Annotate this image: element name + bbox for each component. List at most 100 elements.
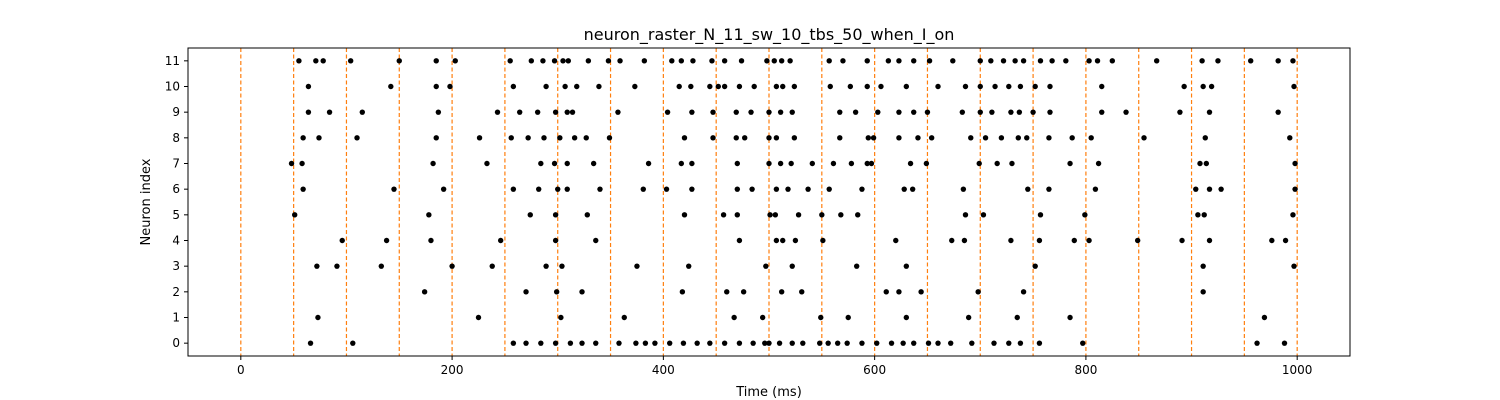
spike-point bbox=[1290, 212, 1296, 218]
spike-point bbox=[767, 212, 773, 218]
spike-point bbox=[762, 340, 768, 346]
spike-point bbox=[606, 135, 613, 141]
y-tick-label: 8 bbox=[172, 131, 180, 145]
spike-point bbox=[791, 135, 798, 141]
spike-point bbox=[1032, 83, 1038, 90]
spike-point bbox=[773, 186, 780, 192]
spike-point bbox=[1006, 83, 1012, 90]
spike-point bbox=[564, 186, 570, 192]
spike-point bbox=[1099, 109, 1105, 115]
spike-point bbox=[1254, 340, 1260, 346]
spike-point bbox=[830, 160, 837, 167]
spike-point bbox=[1095, 160, 1102, 167]
spike-point bbox=[1020, 58, 1027, 64]
spike-point bbox=[1080, 340, 1086, 346]
spike-point bbox=[864, 160, 870, 167]
spike-point bbox=[634, 263, 640, 269]
spike-point bbox=[1047, 109, 1053, 115]
spike-point bbox=[1193, 186, 1199, 192]
spike-point bbox=[1199, 58, 1205, 64]
spike-point bbox=[1094, 58, 1101, 64]
spike-point bbox=[288, 160, 295, 167]
spike-point bbox=[433, 135, 439, 141]
spike-point bbox=[536, 186, 542, 192]
spike-point bbox=[766, 109, 772, 115]
spike-point bbox=[1006, 340, 1012, 346]
spike-point bbox=[968, 135, 974, 141]
spike-point bbox=[791, 83, 798, 90]
x-tick-label: 600 bbox=[863, 363, 886, 377]
spike-point bbox=[773, 83, 780, 90]
spike-point bbox=[736, 340, 743, 346]
spike-point bbox=[562, 83, 568, 90]
spike-point bbox=[510, 186, 517, 192]
spike-point bbox=[508, 135, 514, 141]
spike-point bbox=[391, 186, 397, 192]
spike-point bbox=[742, 135, 748, 141]
spike-point bbox=[449, 263, 455, 269]
spike-point bbox=[359, 109, 365, 115]
y-tick-label: 9 bbox=[172, 105, 180, 119]
spike-point bbox=[911, 340, 917, 346]
spike-point bbox=[1015, 135, 1022, 141]
spike-point bbox=[1281, 340, 1288, 346]
spike-point bbox=[817, 340, 823, 346]
spike-point bbox=[534, 109, 541, 115]
y-tick-label: 5 bbox=[172, 208, 180, 222]
spike-point bbox=[878, 83, 884, 90]
spike-point bbox=[864, 83, 870, 90]
spike-point bbox=[433, 83, 439, 90]
spike-point bbox=[299, 160, 305, 167]
spike-point bbox=[383, 237, 390, 244]
spike-point bbox=[494, 109, 501, 115]
plot-frame bbox=[187, 47, 1351, 357]
spike-point bbox=[676, 83, 682, 90]
spike-point bbox=[633, 340, 639, 346]
spike-point bbox=[736, 83, 743, 90]
spike-point bbox=[690, 58, 696, 64]
spike-point bbox=[734, 160, 741, 167]
spike-point bbox=[977, 58, 983, 64]
spike-point bbox=[1067, 314, 1073, 321]
spike-point bbox=[320, 58, 326, 64]
spike-point bbox=[982, 135, 989, 141]
spike-point bbox=[924, 109, 931, 115]
spike-point bbox=[848, 160, 855, 167]
spike-points bbox=[288, 58, 1298, 346]
spike-point bbox=[680, 340, 687, 346]
spike-point bbox=[994, 160, 1000, 167]
spike-point bbox=[605, 58, 612, 64]
spike-point bbox=[853, 263, 860, 269]
spike-point bbox=[750, 340, 756, 346]
spike-point bbox=[1092, 186, 1099, 192]
spike-point bbox=[1012, 58, 1018, 64]
spike-point bbox=[1153, 58, 1160, 64]
spike-point bbox=[1134, 237, 1141, 244]
x-tick-label: 400 bbox=[652, 363, 675, 377]
spike-point bbox=[350, 340, 356, 346]
spike-point bbox=[307, 340, 314, 346]
spike-point bbox=[909, 186, 916, 192]
spike-point bbox=[1009, 160, 1015, 167]
spike-point bbox=[1206, 186, 1213, 192]
spike-point bbox=[538, 340, 544, 346]
spike-point bbox=[776, 340, 783, 346]
y-tick-label: 6 bbox=[172, 182, 180, 196]
spike-point bbox=[1017, 340, 1024, 346]
spike-point bbox=[926, 58, 933, 64]
spike-point bbox=[874, 340, 880, 346]
spike-point bbox=[1016, 109, 1023, 115]
spike-point bbox=[901, 186, 907, 192]
spike-point bbox=[583, 135, 589, 141]
spike-point bbox=[1017, 83, 1024, 90]
spike-point bbox=[1000, 58, 1007, 64]
spike-point bbox=[388, 83, 394, 90]
spike-point bbox=[1109, 58, 1116, 64]
x-tick-label: 0 bbox=[237, 363, 245, 377]
spike-point bbox=[720, 212, 727, 218]
spike-point bbox=[1086, 237, 1092, 244]
spike-point bbox=[510, 340, 517, 346]
spike-point bbox=[773, 237, 780, 244]
spike-point bbox=[567, 340, 574, 346]
